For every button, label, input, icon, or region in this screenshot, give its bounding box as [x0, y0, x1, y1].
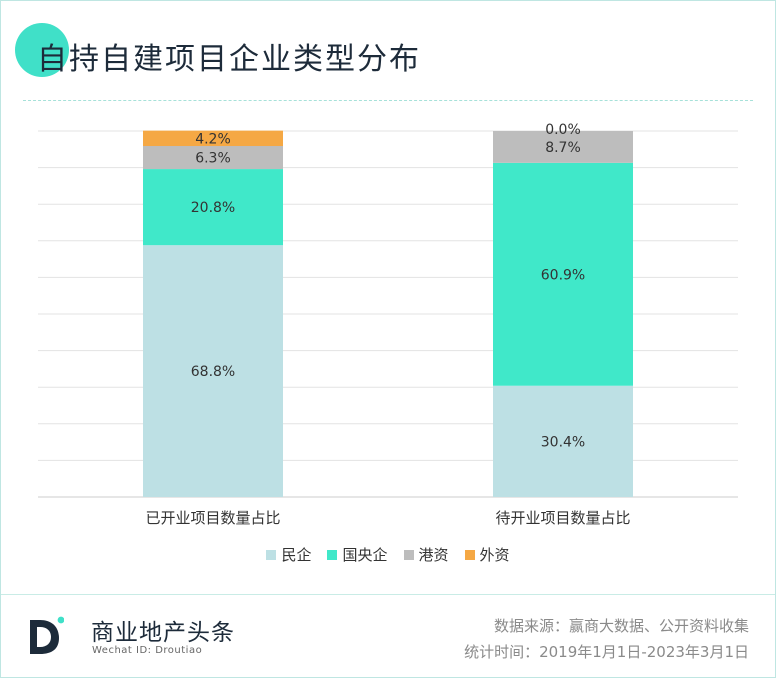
data-label: 20.8%: [191, 200, 235, 216]
legend-item: 国央企: [327, 544, 388, 565]
bar-segment: [143, 245, 283, 497]
bar-segment: [493, 162, 633, 386]
bar-segment: [493, 385, 633, 497]
legend-label: 外资: [479, 546, 510, 564]
bar-segment: [143, 169, 283, 246]
brand-wechat-id: Wechat ID: Droutiao: [92, 645, 203, 656]
legend-label: 港资: [418, 546, 449, 564]
data-label: 6.3%: [195, 151, 231, 167]
chart-legend: 民企 国央企 港资 外资: [1, 544, 775, 565]
legend-item: 民企: [266, 544, 311, 565]
data-source: 数据来源：赢商大数据、公开资料收集: [493, 617, 749, 635]
data-label: 68.8%: [191, 364, 235, 380]
brand-logo-icon: [30, 616, 64, 654]
legend-label: 民企: [281, 546, 312, 564]
legend-item: 外资: [464, 544, 510, 565]
chart-title: 自持自建项目企业类型分布: [37, 42, 421, 77]
footer-divider: [1, 594, 775, 595]
bar-segment: [143, 130, 283, 147]
stacked-bar-chart: 68.8% 20.8% 6.3% 4.2% 已开业项目数量占比 30.4% 60.9% 8.7…: [38, 122, 738, 527]
data-label: 60.9%: [541, 267, 585, 283]
legend-label: 国央企: [342, 546, 388, 564]
legend-item: 港资: [403, 544, 449, 565]
data-label: 0.0%: [545, 122, 581, 138]
title-divider: [23, 100, 753, 101]
legend-swatch: [266, 549, 277, 560]
legend-swatch: [464, 549, 475, 560]
title-accent-dot: [15, 23, 69, 77]
data-label: 8.7%: [545, 140, 581, 156]
stat-period: 统计时间：2019年1月1日-2023年3月1日: [464, 643, 749, 661]
brand-name: 商业地产头条: [91, 620, 235, 646]
legend-swatch: [403, 549, 414, 560]
x-tick-label: 已开业项目数量占比: [145, 509, 280, 527]
data-label: 4.2%: [195, 131, 231, 147]
bar-segment: [143, 146, 283, 170]
legend-swatch: [327, 549, 338, 560]
x-tick-label: 待开业项目数量占比: [495, 509, 630, 527]
bar-segment: [493, 131, 633, 163]
data-label: 30.4%: [541, 434, 585, 450]
